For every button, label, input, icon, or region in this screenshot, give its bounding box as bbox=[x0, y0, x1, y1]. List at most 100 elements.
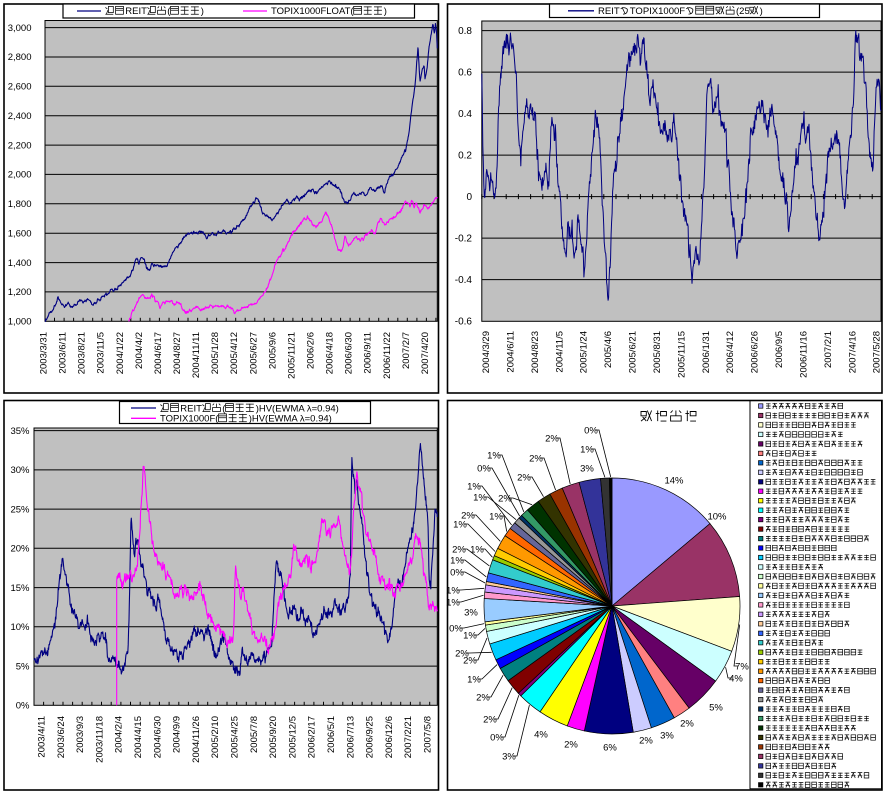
svg-text:5%: 5% bbox=[16, 661, 30, 672]
svg-text:6%: 6% bbox=[603, 742, 617, 753]
svg-text:4%: 4% bbox=[729, 673, 743, 684]
svg-text:0.4: 0.4 bbox=[458, 109, 472, 120]
svg-text:1%: 1% bbox=[453, 519, 467, 530]
svg-text:1%: 1% bbox=[487, 450, 501, 461]
svg-text:0%: 0% bbox=[449, 623, 463, 634]
svg-text:2005/6/27: 2005/6/27 bbox=[248, 332, 259, 374]
svg-text:1%: 1% bbox=[467, 481, 481, 492]
svg-text:2007/2/21: 2007/2/21 bbox=[403, 716, 414, 758]
svg-text:1%: 1% bbox=[446, 585, 460, 596]
svg-text:2005/1/28: 2005/1/28 bbox=[210, 332, 221, 374]
svg-text:1%: 1% bbox=[580, 444, 594, 455]
svg-text:REIT: REIT bbox=[598, 6, 620, 17]
svg-text:): ) bbox=[384, 6, 387, 17]
svg-text:2%: 2% bbox=[498, 493, 512, 504]
svg-text:2005/4/6: 2005/4/6 bbox=[603, 331, 614, 368]
svg-text:1,000: 1,000 bbox=[8, 317, 32, 328]
svg-text:2006/4/18: 2006/4/18 bbox=[325, 332, 336, 374]
svg-text:0: 0 bbox=[466, 192, 472, 203]
svg-text:30%: 30% bbox=[10, 465, 30, 476]
svg-text:-0.6: -0.6 bbox=[455, 317, 473, 328]
svg-text:2005/9/20: 2005/9/20 bbox=[268, 716, 279, 758]
svg-text:7%: 7% bbox=[735, 661, 749, 672]
svg-text:2007/4/16: 2007/4/16 bbox=[847, 331, 858, 373]
svg-text:2007/5/28: 2007/5/28 bbox=[872, 331, 883, 373]
svg-text:0.6: 0.6 bbox=[458, 68, 472, 79]
svg-text:2007/5/8: 2007/5/8 bbox=[423, 716, 434, 753]
svg-text:2006/11/22: 2006/11/22 bbox=[382, 332, 393, 379]
svg-text:TOPIX1000FLOAT(: TOPIX1000FLOAT( bbox=[271, 6, 354, 17]
svg-text:2006/1/31: 2006/1/31 bbox=[701, 331, 712, 373]
svg-text:1%: 1% bbox=[463, 630, 477, 641]
svg-text:2006/11/16: 2006/11/16 bbox=[799, 331, 810, 378]
svg-text:2006/9/11: 2006/9/11 bbox=[363, 332, 374, 374]
svg-text:2003/3/31: 2003/3/31 bbox=[39, 332, 50, 374]
svg-text:10%: 10% bbox=[707, 511, 727, 522]
svg-text:2007/2/7: 2007/2/7 bbox=[401, 332, 412, 369]
svg-text:0%: 0% bbox=[450, 567, 464, 578]
svg-text:0%: 0% bbox=[490, 732, 504, 743]
svg-text:2,200: 2,200 bbox=[8, 140, 32, 151]
svg-text:1,200: 1,200 bbox=[8, 287, 32, 298]
svg-text:2003/4/11: 2003/4/11 bbox=[37, 716, 48, 758]
svg-text:2006/9/5: 2006/9/5 bbox=[774, 331, 785, 368]
svg-text:35%: 35% bbox=[10, 426, 30, 437]
svg-text:2004/6/17: 2004/6/17 bbox=[153, 332, 164, 374]
svg-text:2005/9/6: 2005/9/6 bbox=[267, 332, 278, 369]
svg-text:TOPIX1000F: TOPIX1000F bbox=[630, 6, 685, 17]
svg-text:2004/9/9: 2004/9/9 bbox=[172, 716, 183, 753]
svg-text:2%: 2% bbox=[529, 453, 543, 464]
svg-text:2%: 2% bbox=[680, 718, 694, 729]
svg-text:1%: 1% bbox=[489, 511, 503, 522]
svg-text:2005/8/31: 2005/8/31 bbox=[652, 331, 663, 373]
svg-text:2%: 2% bbox=[452, 544, 466, 555]
svg-text:2005/11/21: 2005/11/21 bbox=[286, 332, 297, 379]
svg-text:2006/7/13: 2006/7/13 bbox=[345, 716, 356, 758]
svg-text:2,000: 2,000 bbox=[8, 170, 32, 181]
svg-text:2%: 2% bbox=[463, 655, 477, 666]
svg-text:2004/4/2: 2004/4/2 bbox=[134, 332, 145, 369]
svg-text:2,400: 2,400 bbox=[8, 111, 32, 122]
svg-text:3,000: 3,000 bbox=[8, 23, 32, 34]
svg-text:0.2: 0.2 bbox=[458, 151, 472, 162]
svg-text:2%: 2% bbox=[564, 739, 578, 750]
svg-text:2,600: 2,600 bbox=[8, 82, 32, 93]
svg-text:5%: 5% bbox=[709, 702, 723, 713]
svg-text:2%: 2% bbox=[517, 472, 531, 483]
svg-text:2006/9/25: 2006/9/25 bbox=[365, 716, 376, 758]
svg-text:2005/7/8: 2005/7/8 bbox=[249, 716, 260, 753]
svg-text:2004/8/23: 2004/8/23 bbox=[530, 331, 541, 373]
svg-text:2004/11/5: 2004/11/5 bbox=[554, 331, 565, 373]
svg-text:(: ( bbox=[167, 6, 171, 17]
svg-text:2006/12/6: 2006/12/6 bbox=[384, 716, 395, 758]
svg-text:2007/4/20: 2007/4/20 bbox=[420, 332, 431, 374]
svg-text:1,400: 1,400 bbox=[8, 258, 32, 269]
svg-text:2006/2/6: 2006/2/6 bbox=[306, 332, 317, 369]
svg-text:2006/6/30: 2006/6/30 bbox=[344, 332, 355, 374]
svg-text:2003/9/3: 2003/9/3 bbox=[75, 716, 86, 753]
svg-text:2004/1/22: 2004/1/22 bbox=[115, 332, 126, 374]
svg-text:2004/11/11: 2004/11/11 bbox=[191, 332, 202, 378]
svg-text:): ) bbox=[760, 6, 763, 17]
svg-text:2%: 2% bbox=[455, 648, 469, 659]
svg-text:1%: 1% bbox=[446, 597, 460, 608]
svg-text:2007/2/1: 2007/2/1 bbox=[823, 331, 834, 368]
svg-text:(25: (25 bbox=[736, 6, 750, 17]
svg-text:2%: 2% bbox=[483, 714, 497, 725]
svg-text:2004/6/11: 2004/6/11 bbox=[505, 331, 516, 373]
svg-text:3%: 3% bbox=[660, 730, 674, 741]
svg-text:20%: 20% bbox=[10, 544, 30, 555]
svg-text:2005/2/10: 2005/2/10 bbox=[210, 716, 221, 758]
svg-text:15%: 15% bbox=[10, 583, 30, 594]
svg-text:0.8: 0.8 bbox=[458, 26, 472, 37]
svg-text:2005/12/5: 2005/12/5 bbox=[287, 716, 298, 758]
svg-text:2,800: 2,800 bbox=[8, 52, 32, 63]
svg-text:)HV(EWMA λ=0.94): )HV(EWMA λ=0.94) bbox=[249, 414, 332, 425]
svg-text:2%: 2% bbox=[461, 510, 475, 521]
svg-text:2004/3/29: 2004/3/29 bbox=[481, 331, 492, 373]
svg-text:3%: 3% bbox=[502, 751, 516, 762]
svg-text:2006/6/26: 2006/6/26 bbox=[750, 331, 761, 373]
svg-text:1,800: 1,800 bbox=[8, 199, 32, 210]
svg-text:2004/8/27: 2004/8/27 bbox=[172, 332, 183, 374]
svg-text:1%: 1% bbox=[473, 492, 487, 503]
